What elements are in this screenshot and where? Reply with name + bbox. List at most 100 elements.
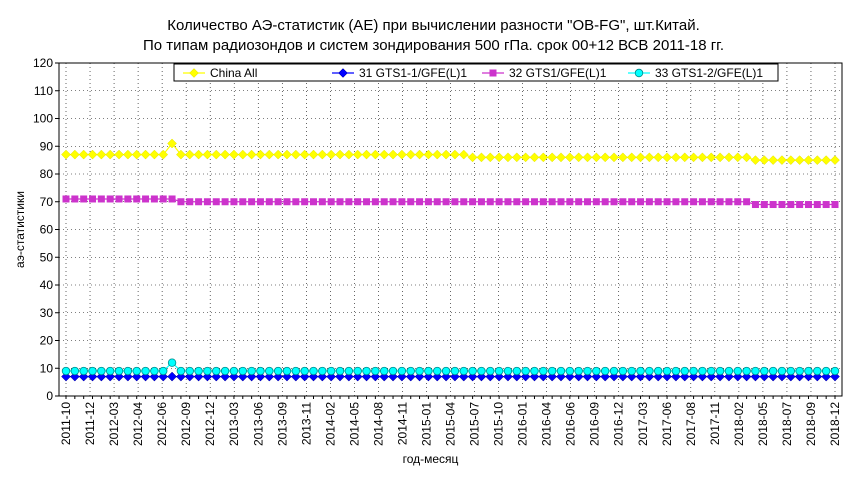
data-point	[566, 198, 574, 206]
y-axis: 0 10 20 30 40 50 60 70 80 90 100 110 120	[33, 56, 59, 403]
data-point	[264, 149, 275, 160]
data-point	[335, 149, 345, 160]
data-point	[469, 198, 477, 206]
data-point	[450, 366, 460, 376]
data-point	[220, 149, 230, 160]
data-point	[142, 195, 150, 203]
data-point	[520, 152, 531, 163]
data-point	[78, 149, 89, 160]
data-point	[432, 149, 443, 160]
data-point	[556, 152, 566, 163]
data-point	[557, 198, 565, 206]
data-point	[282, 366, 292, 376]
data-point	[405, 149, 416, 160]
data-point	[768, 366, 778, 376]
data-point	[662, 366, 672, 376]
data-point	[203, 198, 211, 206]
data-point	[600, 152, 611, 163]
data-point	[317, 149, 328, 160]
data-point	[698, 198, 706, 206]
series-3	[62, 195, 839, 209]
data-point	[804, 366, 813, 376]
data-point	[787, 201, 795, 209]
data-point	[239, 198, 247, 206]
data-point	[796, 201, 804, 209]
data-point	[141, 366, 150, 376]
x-axis: 2011-10 2011-12 2012-03 2012-04 2012-06 2012-…	[59, 396, 842, 446]
data-point	[830, 155, 840, 165]
data-point	[743, 198, 751, 206]
data-point	[671, 366, 681, 376]
data-point	[159, 195, 167, 203]
data-point	[477, 366, 486, 376]
x-tick-label: 2012-03	[107, 402, 121, 446]
data-point	[309, 366, 318, 376]
data-point	[246, 149, 257, 160]
data-point	[654, 366, 663, 376]
data-point	[574, 366, 583, 376]
x-tick-label: 2018-07	[780, 402, 794, 446]
data-point	[742, 366, 751, 376]
data-point	[159, 366, 168, 376]
data-point	[361, 149, 372, 160]
legend-marker	[489, 69, 497, 77]
data-point	[177, 198, 185, 206]
data-point	[777, 155, 787, 165]
y-axis-label: аэ-статистики	[13, 191, 27, 268]
series-line	[66, 361, 835, 372]
data-point	[149, 149, 160, 160]
data-point	[663, 198, 671, 206]
data-point	[672, 198, 680, 206]
data-point	[494, 152, 504, 163]
data-point	[61, 149, 71, 160]
data-point	[326, 366, 336, 376]
data-point	[167, 358, 177, 367]
data-point	[132, 366, 141, 376]
data-point	[424, 198, 432, 206]
data-point	[530, 366, 539, 376]
x-tick-label: 2016-06	[564, 402, 578, 446]
data-point	[636, 366, 645, 376]
data-point	[459, 366, 468, 376]
y-tick-label: 120	[33, 56, 53, 70]
data-point	[495, 198, 503, 206]
data-point	[609, 366, 619, 376]
data-point	[610, 198, 618, 206]
data-point	[734, 198, 742, 206]
data-point	[600, 366, 610, 376]
data-point	[619, 198, 627, 206]
data-point	[89, 195, 97, 203]
data-point	[591, 152, 602, 163]
series-4	[61, 358, 840, 376]
data-point	[751, 201, 759, 209]
data-point	[601, 198, 609, 206]
data-point	[821, 366, 831, 376]
x-tick-label: 2013-03	[227, 402, 241, 446]
legend-marker	[634, 68, 644, 78]
data-point	[237, 149, 248, 160]
data-point	[388, 149, 398, 160]
data-point	[256, 198, 264, 206]
data-point	[97, 195, 105, 203]
data-point	[265, 198, 273, 206]
data-point	[813, 201, 821, 209]
data-point	[184, 149, 195, 160]
data-point	[582, 152, 593, 163]
data-point	[150, 366, 159, 376]
data-point	[87, 149, 98, 160]
data-point	[565, 366, 575, 376]
data-point	[345, 198, 353, 206]
x-tick-label: 2014-02	[323, 402, 337, 446]
data-point	[397, 149, 407, 160]
data-point	[521, 366, 530, 376]
data-point	[645, 366, 654, 376]
data-point	[778, 201, 786, 209]
data-point	[760, 201, 768, 209]
data-point	[370, 149, 381, 160]
data-point	[618, 366, 628, 376]
data-point	[212, 366, 221, 376]
x-tick-label: 2016-01	[516, 402, 530, 446]
data-point	[273, 366, 283, 376]
data-point	[575, 198, 583, 206]
